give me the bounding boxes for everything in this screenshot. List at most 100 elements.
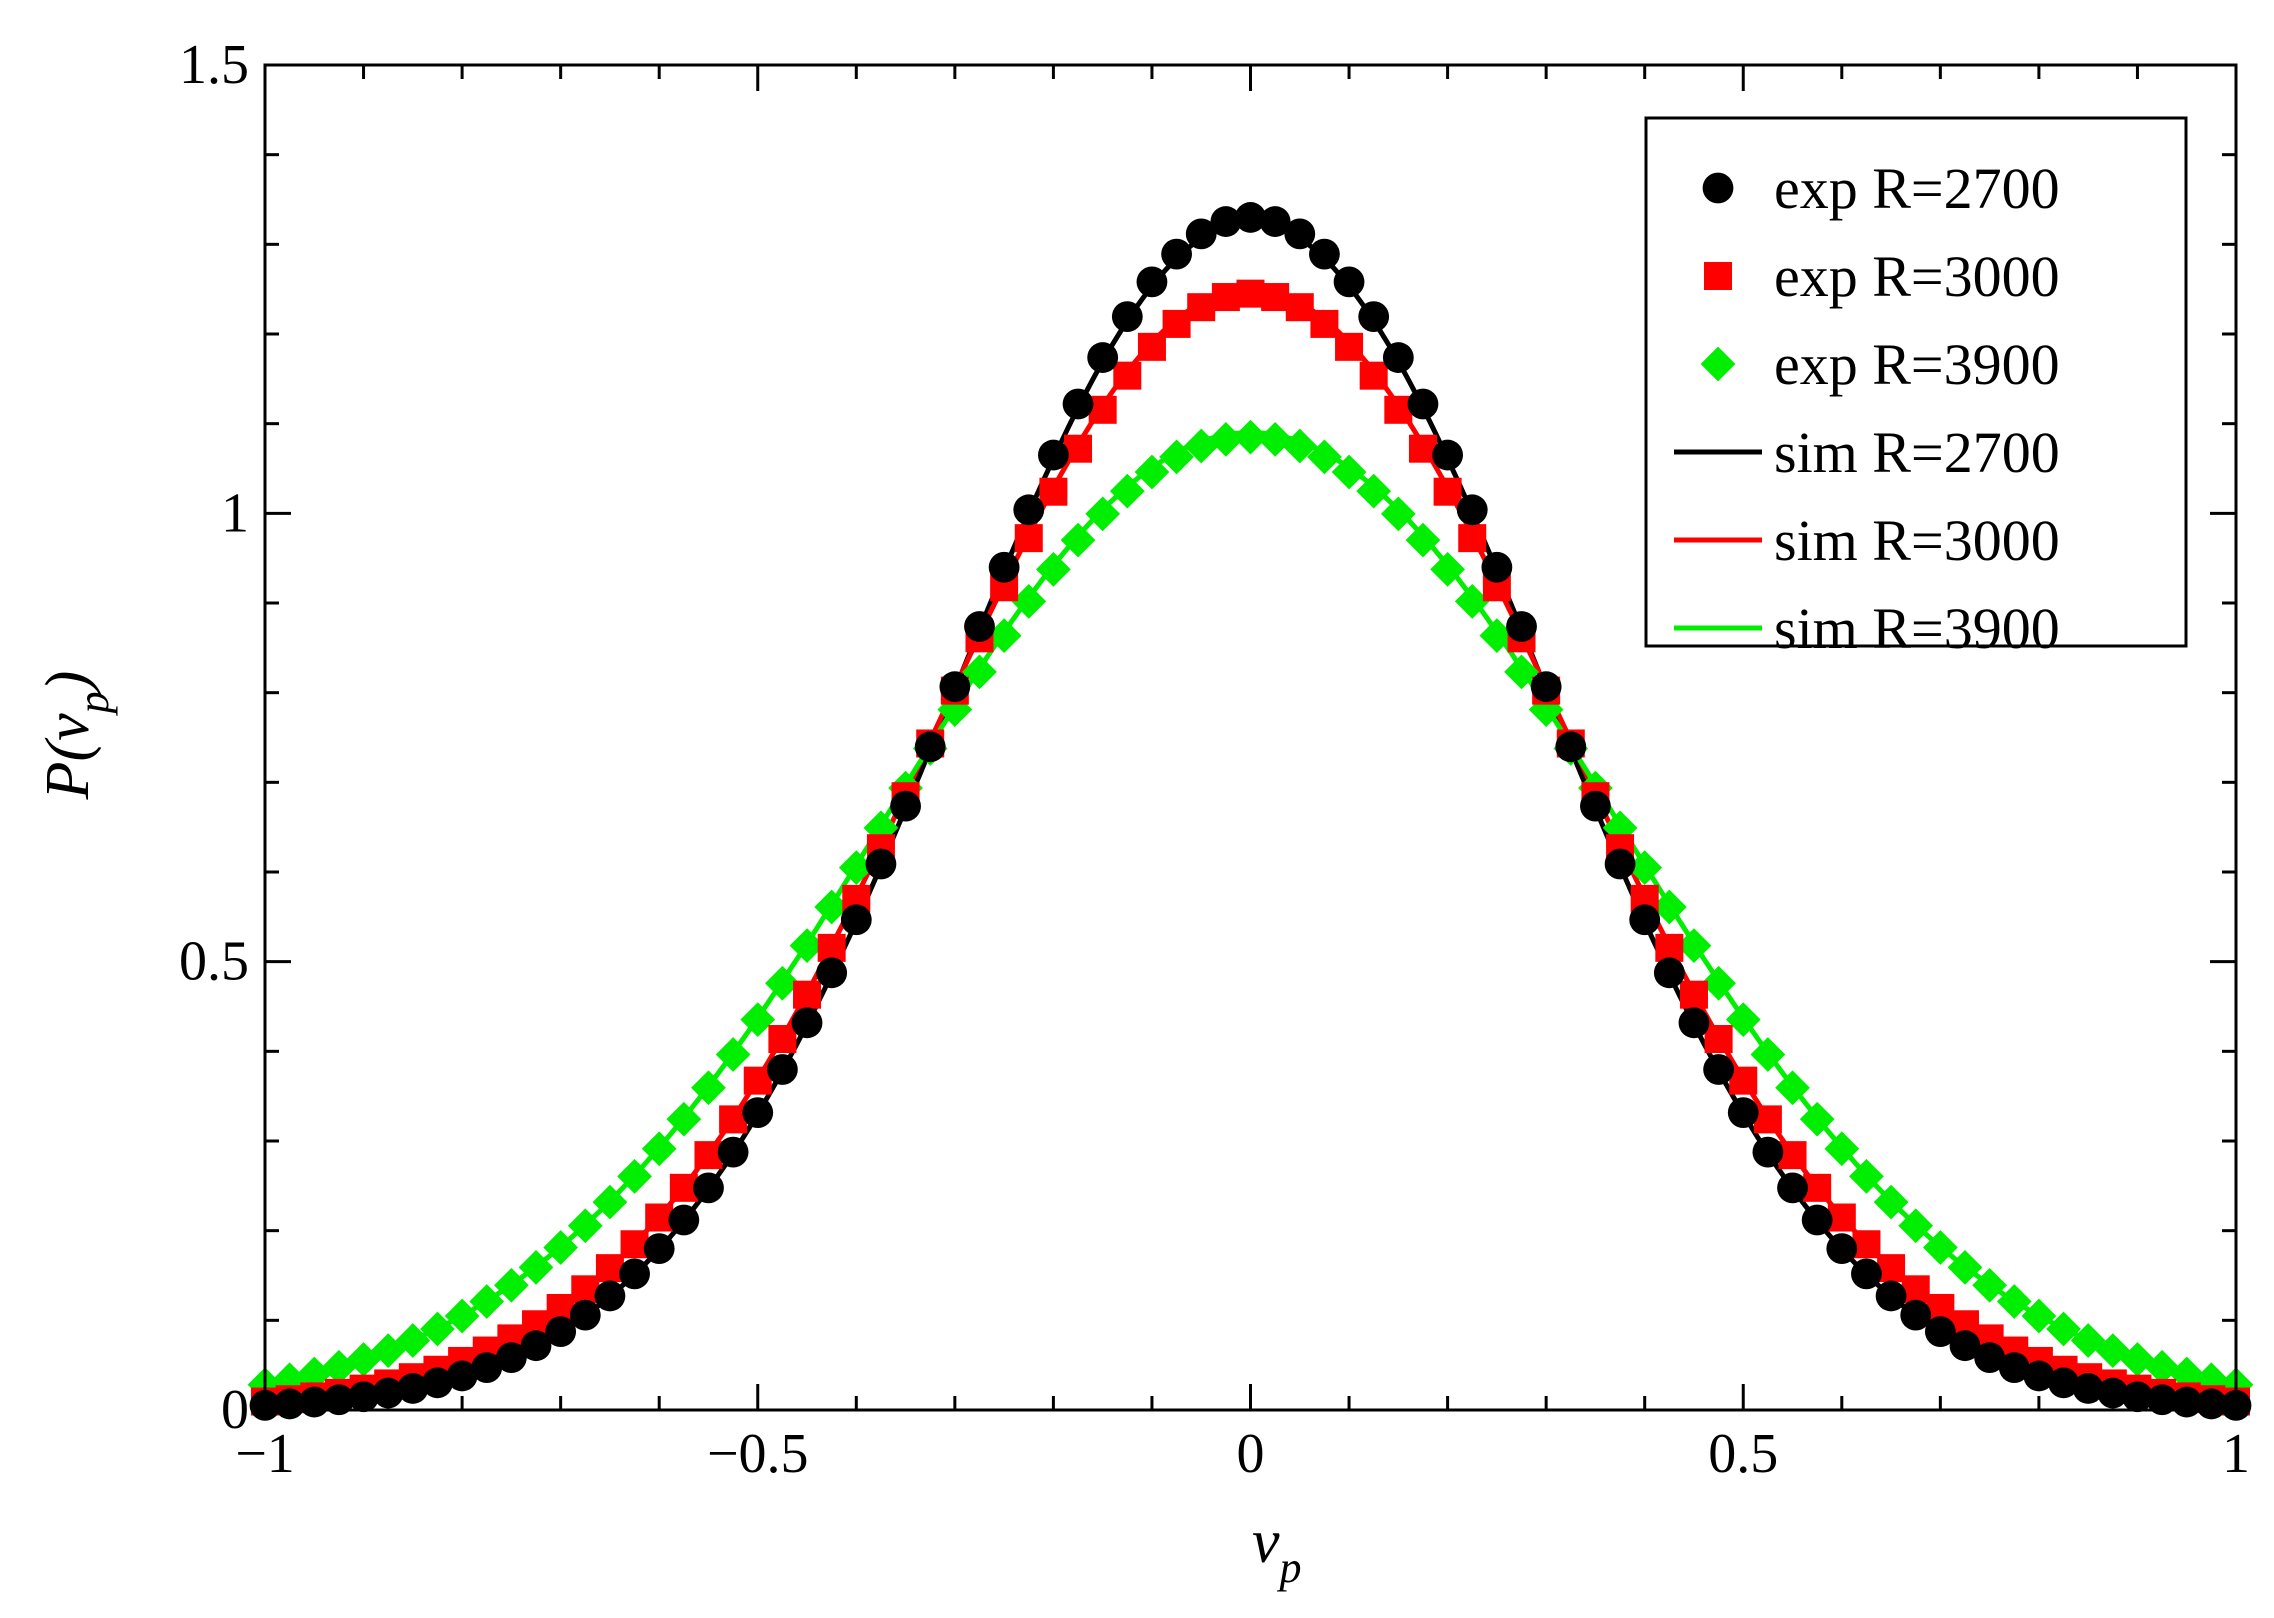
data-point [1481,551,1513,583]
data-point [469,1284,505,1319]
data-point [1753,1105,1782,1134]
data-point [1701,965,1736,1001]
data-point [1282,428,1318,464]
data-point [715,1037,751,1072]
data-point [816,957,848,989]
data-point [372,1377,404,1409]
legend-label: sim R=3900 [1774,596,2060,661]
data-point [1233,419,1268,455]
data-point [2120,1342,2155,1377]
data-point [2072,1373,2104,1404]
data-point [1382,342,1414,373]
data-point [1504,654,1539,690]
data-point [1900,1299,1932,1331]
data-point [2195,1388,2227,1420]
data-point [1506,611,1537,642]
data-point [370,1333,406,1368]
data-point [1703,1054,1735,1085]
data-point [1064,434,1093,463]
data-point [1036,551,1071,587]
data-point [395,1323,431,1358]
data-point [1778,1141,1807,1170]
data-point [1651,889,1687,925]
data-point [1432,439,1463,471]
data-point [2144,1349,2180,1385]
data-point [1257,421,1293,457]
data-point [1359,361,1388,390]
data-point [1284,218,1316,250]
data-point [1384,395,1413,424]
data-point [1704,1025,1733,1054]
data-point [567,1208,603,1244]
data-point [2194,1362,2229,1398]
data-point [1604,848,1636,880]
data-point [1333,266,1365,298]
data-point [1555,731,1587,763]
x-tick-label: 1 [2222,1423,2250,1485]
y-tick-label: 1.5 [179,34,249,96]
data-point [1235,202,1266,233]
data-point [1877,1254,1906,1283]
data-point [1159,439,1194,475]
data-point [1307,439,1342,475]
data-point [962,654,997,690]
x-tick-label: −0.5 [707,1423,809,1485]
data-point [791,1007,823,1039]
data-point [1456,494,1488,526]
data-point [1775,1070,1810,1106]
data-point [1335,332,1364,361]
data-point [1259,206,1291,237]
data-point [742,1097,774,1129]
data-point [569,1299,601,1331]
legend-label: sim R=2700 [1774,420,2060,485]
data-point [1039,477,1068,506]
data-point [1062,388,1094,420]
data-point [1380,496,1416,532]
data-point [518,1249,554,1285]
data-point [1974,1342,2006,1374]
data-point [964,611,995,642]
data-point [420,1311,455,1347]
data-point [2048,1367,2079,1399]
legend-box [1644,116,2188,648]
data-point [471,1352,503,1384]
data-point [1454,583,1490,619]
data-point [397,1373,429,1404]
data-point [1851,1258,1882,1290]
data-point [592,1184,628,1220]
data-point [1356,473,1392,509]
data-point [520,1330,552,1362]
data-point [1014,524,1043,553]
data-point [444,1298,480,1334]
data-point [1972,1267,2007,1303]
data-point [1629,904,1661,936]
data-point [1134,454,1170,490]
legend-label: exp R=2700 [1774,156,2060,221]
data-point [817,933,846,962]
data-point [1038,439,1069,471]
data-point [620,1230,649,1259]
legend-label: sim R=3000 [1774,508,2060,573]
data-point [1211,283,1240,312]
data-point [1088,395,1117,424]
data-point [1310,309,1339,338]
data-point [1161,238,1192,270]
data-point [719,1105,748,1134]
data-point [1801,1204,1833,1236]
data-point [1799,1101,1835,1137]
data-point [2095,1333,2131,1368]
data-point [1824,1131,1860,1167]
data-point [2122,1381,2153,1413]
data-point [1727,1097,1759,1129]
data-point [1407,388,1439,420]
data-point [1236,279,1265,308]
x-axis-label: vp [1252,1508,1302,1592]
data-point [1087,342,1119,373]
data-point [1113,361,1142,390]
data-point [2097,1377,2129,1409]
data-point [939,671,971,703]
data-point [446,1360,478,1392]
data-point [1109,473,1145,509]
x-tick-label: 0.5 [1708,1423,1778,1485]
